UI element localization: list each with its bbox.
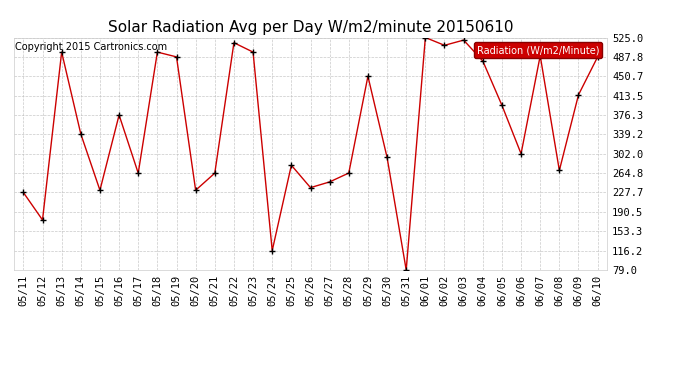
Text: Copyright 2015 Cartronics.com: Copyright 2015 Cartronics.com [15,42,167,52]
Title: Solar Radiation Avg per Day W/m2/minute 20150610: Solar Radiation Avg per Day W/m2/minute … [108,20,513,35]
Legend: Radiation (W/m2/Minute): Radiation (W/m2/Minute) [474,42,602,58]
